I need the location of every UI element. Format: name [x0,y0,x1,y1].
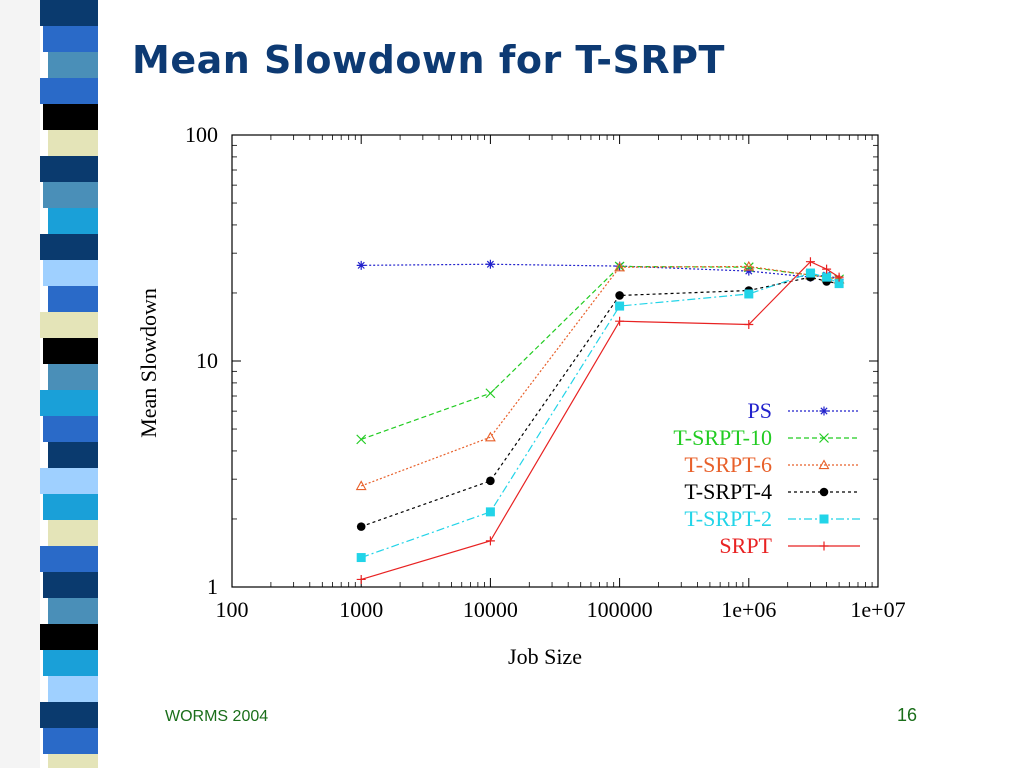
legend-label: T-SRPT-10 [673,425,772,450]
stripe-band [38,0,98,26]
footer-conference: WORMS 2004 [165,708,269,725]
stripe-band [38,390,98,416]
stripe-band [48,754,98,768]
legend-entry: T-SRPT-10 [673,425,860,450]
stripe-band [43,26,98,52]
data-point [615,291,624,300]
legend-marker [819,514,829,524]
data-point [356,434,367,445]
stripe-band [43,572,98,598]
data-point [485,507,495,517]
legend-label: T-SRPT-2 [684,506,772,531]
stripe-band [43,182,98,208]
legend-entry: SRPT [719,533,860,558]
legend-marker [819,541,829,551]
x-tick-label: 100 [216,597,249,622]
y-tick-label: 10 [196,348,218,373]
stripe-band [38,546,98,572]
stripe-band [38,468,98,494]
data-point [356,522,366,531]
x-tick-label: 100000 [587,597,653,622]
legend-entry: T-SRPT-6 [684,452,860,477]
legend-label: T-SRPT-4 [684,479,772,504]
stripe-band [38,234,98,260]
data-point [744,289,754,299]
x-tick-label: 10000 [463,597,518,622]
y-axis-label: Mean Slowdown [136,288,161,438]
data-point [356,553,366,563]
stripe-band [38,312,98,338]
data-point [615,301,625,311]
legend-label: PS [748,398,772,423]
series-0 [356,259,844,284]
stripe-band [48,364,98,390]
x-tick-label: 1000 [339,597,383,622]
data-point [805,257,815,267]
stripe-band [43,650,98,676]
series-line [361,263,840,280]
data-point [614,261,625,272]
series-4 [356,268,844,563]
legend-marker [819,487,829,497]
data-point [834,272,844,282]
legend-label: T-SRPT-6 [684,452,772,477]
stripe-band [38,624,98,650]
data-point [356,260,366,270]
data-point [484,431,496,442]
stripe-band [43,260,98,286]
x-tick-label: 1e+06 [721,597,776,622]
stripe-band [48,442,98,468]
data-point [355,480,367,491]
stripe-band [43,104,98,130]
legend-marker [819,433,829,443]
stripe-band [43,338,98,364]
data-point [822,264,832,274]
data-point [744,266,754,276]
data-point [834,279,844,289]
stripe-margin [0,0,40,768]
stripe-band [48,130,98,156]
x-axis-label: Job Size [508,644,582,669]
data-point [485,388,496,399]
stripe-band [43,416,98,442]
legend-label: SRPT [719,533,772,558]
stripe-band [48,520,98,546]
stripe-band [48,208,98,234]
data-point [485,536,495,546]
plot-frame [231,134,879,588]
series-line [360,265,840,487]
legend-marker [818,459,830,470]
stripe-band [48,598,98,624]
data-point [485,259,495,269]
stripe-band [38,702,98,728]
decorative-stripe [0,0,98,768]
y-tick-label: 1 [207,574,218,599]
data-point [822,272,832,282]
data-point [744,320,754,330]
legend-entry: PS [748,398,860,423]
data-point [743,260,755,271]
legend-entry: T-SRPT-4 [684,479,860,504]
series-5 [356,257,844,584]
data-point [805,268,815,278]
y-tick-label: 100 [185,122,218,147]
stripe-band [48,286,98,312]
data-point [356,574,366,584]
stripe-band [43,728,98,754]
slide-title: Mean Slowdown for T-SRPT [132,38,725,82]
stripe-band [38,78,98,104]
stripe-band [38,156,98,182]
page-number: 16 [897,705,918,725]
slowdown-chart: 100 1000 10000 100000 1e+06 1e+07 1 10 100 Job Si… [136,122,906,669]
stripe-band [48,676,98,702]
legend-entry: T-SRPT-2 [684,506,860,531]
data-point [486,476,495,486]
x-tick-label: 1e+07 [850,597,905,622]
stripe-band [48,52,98,78]
data-point [615,316,625,326]
stripe-band [43,494,98,520]
legend-marker [819,406,829,416]
data-point [614,261,626,272]
